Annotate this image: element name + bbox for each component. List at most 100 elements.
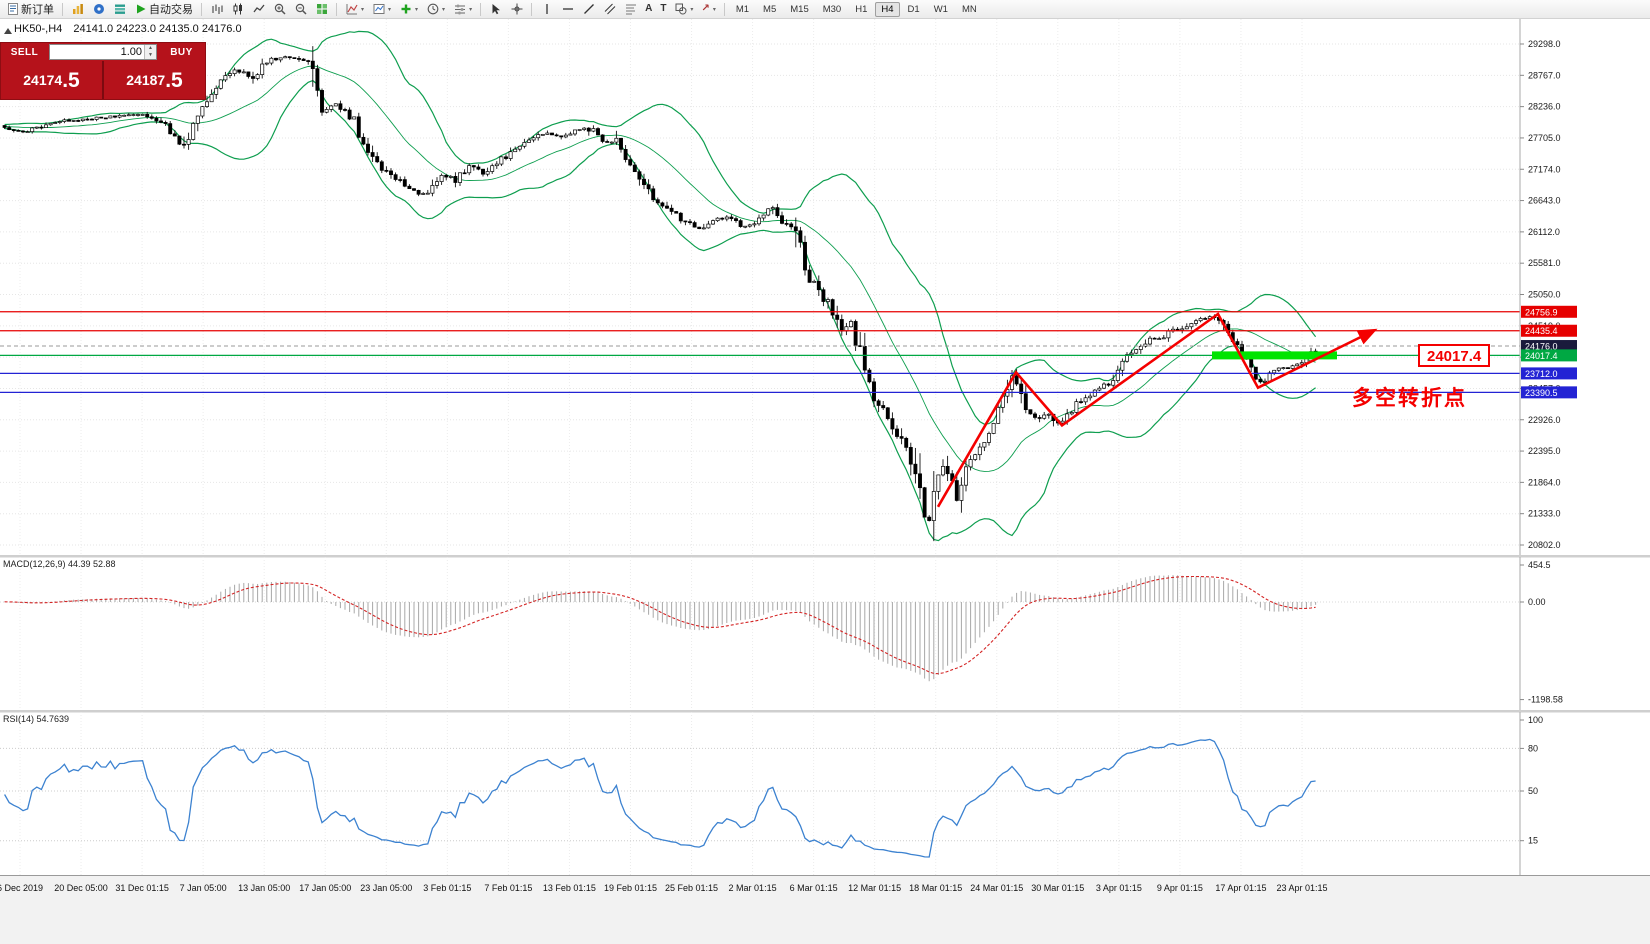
volume-increase-button[interactable]: ▲	[145, 45, 156, 52]
green-rectangle-object[interactable]	[1212, 351, 1337, 360]
shapes-tool-button[interactable]: ▾	[670, 1, 697, 18]
resistance-24435-axis-label	[1521, 324, 1577, 337]
macd-panel: 454.5 0.00 -1198.58 MACD(12,26,9) 44.39 52…	[0, 557, 1650, 710]
fibonacci-tool-button[interactable]	[620, 1, 641, 18]
price-tick-label: 27705.0	[1528, 133, 1561, 143]
arrows-tool-button[interactable]: ↗ ▾	[697, 1, 719, 18]
zoom-in-button[interactable]	[269, 1, 290, 18]
date-label: 3 Feb 01:15	[423, 883, 472, 893]
one-click-collapse-arrow[interactable]	[4, 28, 12, 34]
sell-button[interactable]: SELL	[10, 46, 39, 58]
cursor-button[interactable]	[485, 1, 506, 18]
rsi-panel: 100 80 50 15 RSI(14) 54.7639	[0, 712, 1650, 875]
text-tool-icon: A	[645, 3, 653, 14]
cursor-arrow-icon	[489, 3, 502, 16]
toolbar-separator	[531, 2, 533, 16]
trend-zigzag-arrow[interactable]	[936, 312, 1378, 508]
navigator-button[interactable]	[88, 1, 109, 18]
candlestick-chart-icon	[231, 3, 244, 16]
price-callout-label[interactable]: 24017.4	[1418, 344, 1491, 367]
timeframe-w1-button[interactable]: W1	[933, 3, 948, 15]
timeframe-h4-button[interactable]: H4	[875, 1, 900, 17]
bar-chart-icon	[210, 3, 223, 16]
timeframe-h1-button[interactable]: H1	[855, 3, 868, 15]
date-label: 6 Dec 2019	[0, 883, 44, 893]
date-label: 7 Jan 05:00	[179, 883, 227, 893]
text-tool-button[interactable]: A	[641, 1, 656, 18]
date-label: 3 Apr 01:15	[1095, 883, 1142, 893]
trendline-icon	[582, 3, 595, 16]
templates-icon	[372, 3, 385, 16]
toolbar-separator	[201, 2, 202, 16]
chart-properties-button[interactable]: ▾	[449, 1, 476, 18]
price-axis[interactable]: 29298.0 28767.0 28236.0 27705.0 27174.0 26643…	[1519, 19, 1577, 555]
auto-trading-button[interactable]: 自动交易	[130, 1, 197, 18]
rsi-axis-label: 50	[1528, 786, 1538, 796]
horizontal-line-tool-button[interactable]	[557, 1, 578, 18]
terminal-button[interactable]	[109, 1, 130, 18]
toolbar-separator	[480, 2, 482, 16]
buy-button[interactable]: BUY	[170, 46, 193, 58]
macd-axis-label: 0.00	[1528, 597, 1546, 607]
price-chart[interactable]: 29298.0 28767.0 28236.0 27705.0 27174.0 26643…	[0, 19, 1650, 555]
period-button[interactable]: ▾	[422, 1, 449, 18]
time-axis[interactable]: 6 Dec 2019 20 Dec 05:00 31 Dec 01:15 7 Jan …	[0, 875, 1650, 944]
volume-input[interactable]	[50, 46, 144, 58]
timeframe-m30-button[interactable]: M30	[822, 3, 842, 15]
market-watch-icon	[71, 3, 84, 16]
sell-price-frac: .5	[62, 68, 80, 92]
add-indicator-button[interactable]: ▾	[395, 1, 422, 18]
bar-chart-button[interactable]	[206, 1, 227, 18]
dropdown-caret-icon: ▾	[388, 6, 392, 13]
zoom-out-button[interactable]	[290, 1, 311, 18]
rsi-chart[interactable]: 100 80 50 15	[0, 712, 1650, 875]
rsi-indicator-label: RSI(14) 54.7639	[3, 714, 70, 724]
date-label: 9 Apr 01:15	[1156, 883, 1203, 893]
templates-button[interactable]: ▾	[368, 1, 395, 18]
crosshair-button[interactable]	[506, 1, 527, 18]
rsi-line	[4, 738, 1316, 858]
auto-trading-label: 自动交易	[149, 4, 193, 16]
dropdown-caret-icon: ▾	[415, 6, 419, 13]
buy-price[interactable]: 24187.5	[104, 61, 205, 99]
date-label: 19 Feb 01:15	[603, 883, 657, 893]
price-tick-label: 20802.0	[1528, 540, 1561, 550]
new-order-label: 新订单	[21, 4, 54, 16]
date-label: 31 Dec 01:15	[115, 883, 169, 893]
resistance-24756-axis-label-text: 24756.9	[1525, 307, 1558, 317]
date-label: 23 Apr 01:15	[1276, 883, 1328, 893]
sell-price[interactable]: 24174.5	[1, 61, 104, 99]
timeframe-mn-button[interactable]: MN	[961, 3, 977, 15]
indicators-button[interactable]: ▾	[341, 1, 368, 18]
timeframe-d1-button[interactable]: D1	[907, 3, 920, 15]
volume-decrease-button[interactable]: ▼	[145, 52, 156, 59]
market-watch-button[interactable]	[67, 1, 88, 18]
channel-tool-button[interactable]	[599, 1, 620, 18]
bollinger-middle-band	[4, 65, 1316, 472]
label-tool-button[interactable]: T	[656, 1, 670, 18]
trendline-tool-button[interactable]	[578, 1, 599, 18]
shapes-icon	[674, 3, 687, 16]
macd-axis-label: 454.5	[1528, 560, 1551, 570]
zoom-out-icon	[294, 3, 307, 16]
new-order-button[interactable]: 新订单	[2, 1, 58, 18]
candlestick-chart-button[interactable]	[227, 1, 248, 18]
timeframe-m1-button[interactable]: M1	[735, 3, 750, 15]
timeframe-m5-button[interactable]: M5	[763, 3, 777, 15]
buy-price-frac: .5	[165, 68, 183, 92]
dropdown-caret-icon: ▾	[469, 6, 473, 13]
rsi-axis-label: 80	[1528, 743, 1538, 753]
timeframe-m15-button[interactable]: M15	[790, 3, 809, 15]
macd-splitter[interactable]	[0, 555, 1650, 557]
tile-windows-button[interactable]	[311, 1, 332, 18]
vertical-line-tool-button[interactable]	[536, 1, 557, 18]
date-label: 20 Dec 05:00	[54, 883, 108, 893]
bollinger-upper-band	[4, 30, 1317, 425]
support-23712-axis-label-text: 23712.0	[1525, 369, 1558, 379]
rsi-splitter[interactable]	[0, 710, 1650, 712]
turning-point-label[interactable]: 多空转折点	[1352, 387, 1467, 410]
buy-price-main: 24187	[126, 72, 166, 88]
line-chart-button[interactable]	[248, 1, 269, 18]
macd-chart[interactable]: 454.5 0.00 -1198.58	[0, 557, 1650, 710]
